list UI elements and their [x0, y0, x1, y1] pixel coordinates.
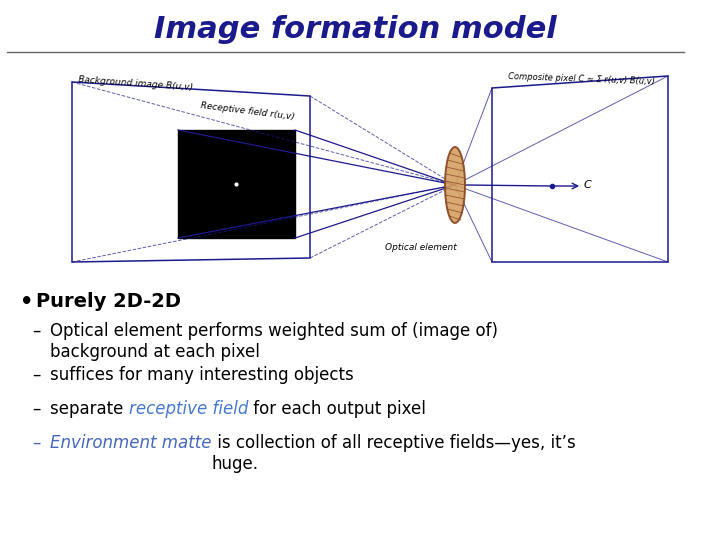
Ellipse shape	[445, 147, 465, 223]
Text: Optical element performs weighted sum of (image of)
background at each pixel: Optical element performs weighted sum of…	[50, 322, 498, 361]
Text: C: C	[584, 180, 592, 190]
Text: Purely 2D-2D: Purely 2D-2D	[36, 292, 181, 311]
Text: Composite pixel C ≈ Σ r(u,v) B(u,v): Composite pixel C ≈ Σ r(u,v) B(u,v)	[508, 72, 655, 86]
Text: –: –	[32, 400, 40, 418]
Text: separate: separate	[50, 400, 129, 418]
Text: is collection of all receptive fields—yes, it’s
huge.: is collection of all receptive fields—ye…	[212, 434, 575, 473]
Text: –: –	[32, 366, 40, 384]
Text: receptive field: receptive field	[129, 400, 248, 418]
Text: •: •	[20, 292, 33, 312]
Polygon shape	[178, 130, 295, 238]
Text: –: –	[32, 434, 40, 452]
Text: Receptive field r(u,v): Receptive field r(u,v)	[200, 102, 295, 122]
Text: Environment matte: Environment matte	[50, 434, 212, 452]
Text: Background image B(u,v): Background image B(u,v)	[78, 75, 194, 92]
Text: for each output pixel: for each output pixel	[248, 400, 426, 418]
Text: –: –	[32, 322, 40, 340]
Text: Optical element: Optical element	[385, 243, 456, 252]
Text: Image formation model: Image formation model	[153, 16, 557, 44]
Text: suffices for many interesting objects: suffices for many interesting objects	[50, 366, 354, 384]
